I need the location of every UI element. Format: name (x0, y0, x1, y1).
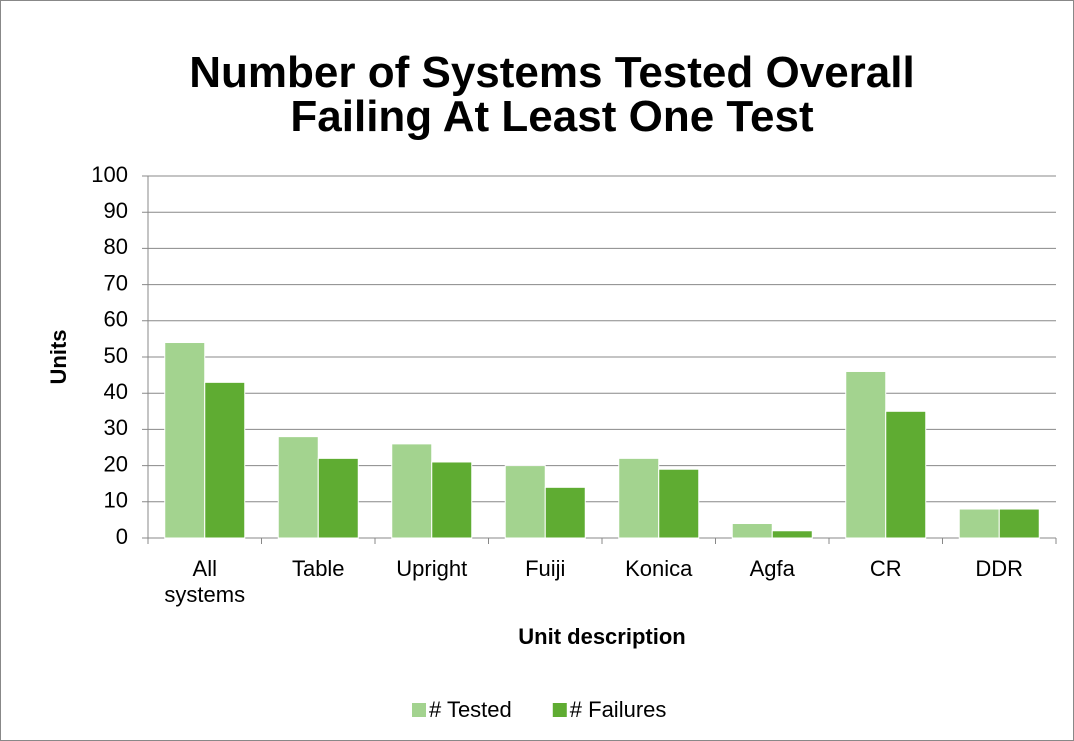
x-tick-label: Fuiji (525, 556, 566, 581)
bar (431, 461, 473, 539)
y-tick-label: 30 (104, 415, 128, 440)
title-line: Number of Systems Tested Overall (189, 48, 914, 97)
y-tick-label: 50 (104, 343, 128, 368)
y-tick-label: 90 (104, 198, 128, 223)
bar (277, 436, 319, 539)
y-tick-label: 20 (104, 451, 128, 476)
x-tick-label: All systems (164, 556, 246, 607)
x-tick-label: Konica (625, 556, 693, 581)
x-tick-label: DDR (975, 556, 1024, 581)
x-tick-label: CR (869, 556, 902, 581)
y-axis-title: Units (46, 330, 71, 385)
y-tick-label: 10 (104, 488, 128, 513)
bar (731, 523, 773, 539)
legend-label: # Failures (570, 697, 667, 722)
bar (845, 370, 887, 539)
bar (958, 508, 1000, 539)
bar (504, 465, 546, 539)
title-line: Failing At Least One Test (290, 92, 814, 141)
x-tick-label: Agfa (749, 556, 795, 581)
bar (544, 486, 586, 539)
bar (771, 530, 813, 539)
bar (998, 508, 1040, 539)
x-tick-label: Table (291, 556, 345, 581)
legend-swatch (552, 703, 567, 717)
bar (204, 381, 246, 539)
bar (317, 457, 359, 539)
legend-swatch (412, 703, 426, 717)
y-tick-label: 100 (91, 162, 128, 187)
y-tick-label: 40 (104, 379, 128, 404)
y-tick-label: 0 (116, 524, 128, 549)
y-tick-label: 70 (104, 270, 128, 295)
bar (658, 468, 700, 539)
bar (885, 410, 927, 539)
bar (164, 342, 206, 539)
bar (618, 457, 660, 539)
y-tick-label: 80 (104, 234, 128, 259)
x-tick-label: Upright (396, 556, 468, 581)
chart-title: Number of Systems Tested Overall Failing … (189, 48, 914, 141)
legend-label: # Tested (429, 697, 512, 722)
x-axis-title: Unit description (518, 624, 685, 649)
y-tick-label: 60 (104, 307, 128, 332)
bar (391, 443, 433, 539)
